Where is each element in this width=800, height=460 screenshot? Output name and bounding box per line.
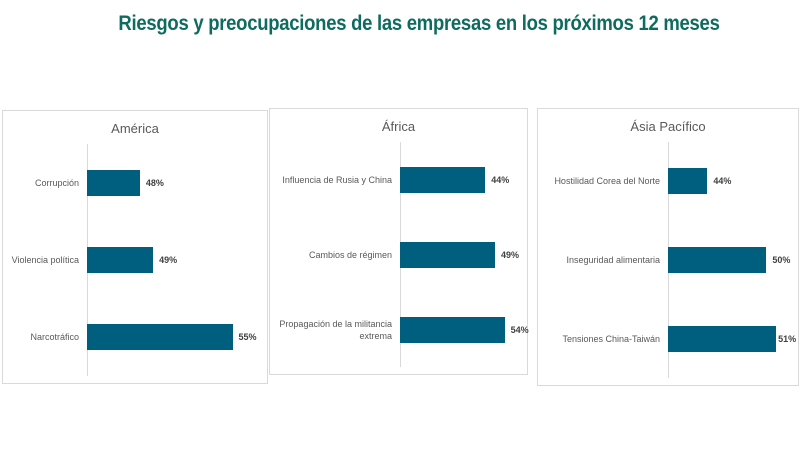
chart-panel-asia-pacific: Ásia Pacífico Hostilidad Corea del Norte 4…: [537, 108, 799, 386]
bar: [87, 247, 154, 273]
data-label: 49%: [159, 255, 178, 265]
category-label: Violencia política: [11, 255, 79, 265]
category-label: Propagación de la militancia extrema: [279, 318, 392, 341]
bar: [668, 325, 777, 352]
category-label: Narcotráfico: [30, 332, 79, 343]
bar: [668, 247, 767, 273]
chart-panel-africa: África Influencia de Rusia y China 44% Camb…: [269, 108, 529, 375]
chart-title: Ásia Pacífico: [630, 119, 706, 134]
category-label: Cambios de régimen: [308, 249, 392, 260]
chart-title: América: [111, 121, 159, 136]
chart-panel-america: América Corrupción 48% Violencia política 49…: [2, 110, 268, 384]
bar: [400, 316, 505, 343]
data-label: 44%: [491, 174, 510, 185]
data-label: 44%: [713, 176, 732, 187]
data-label: 50%: [772, 255, 791, 265]
category-label: Influencia de Rusia y China: [282, 174, 392, 185]
bar: [400, 166, 486, 193]
category-label: Hostilidad Corea del Norte: [554, 176, 660, 187]
data-label: 51%: [778, 333, 797, 344]
bar: [87, 169, 140, 196]
bar: [668, 168, 708, 195]
chart-title: África: [381, 119, 416, 134]
category-label: Inseguridad alimentaria: [566, 255, 660, 265]
data-label: 54%: [510, 324, 529, 335]
data-label: 49%: [500, 249, 519, 260]
bar: [87, 324, 233, 351]
bar: [400, 241, 495, 268]
category-label: Corrupción: [34, 177, 79, 188]
data-label: 55%: [238, 332, 257, 343]
data-label: 48%: [145, 177, 164, 188]
page-title: Riesgos y preocupaciones de las empresas…: [118, 12, 720, 35]
category-label: Tensiones China-Taiwán: [562, 333, 660, 344]
